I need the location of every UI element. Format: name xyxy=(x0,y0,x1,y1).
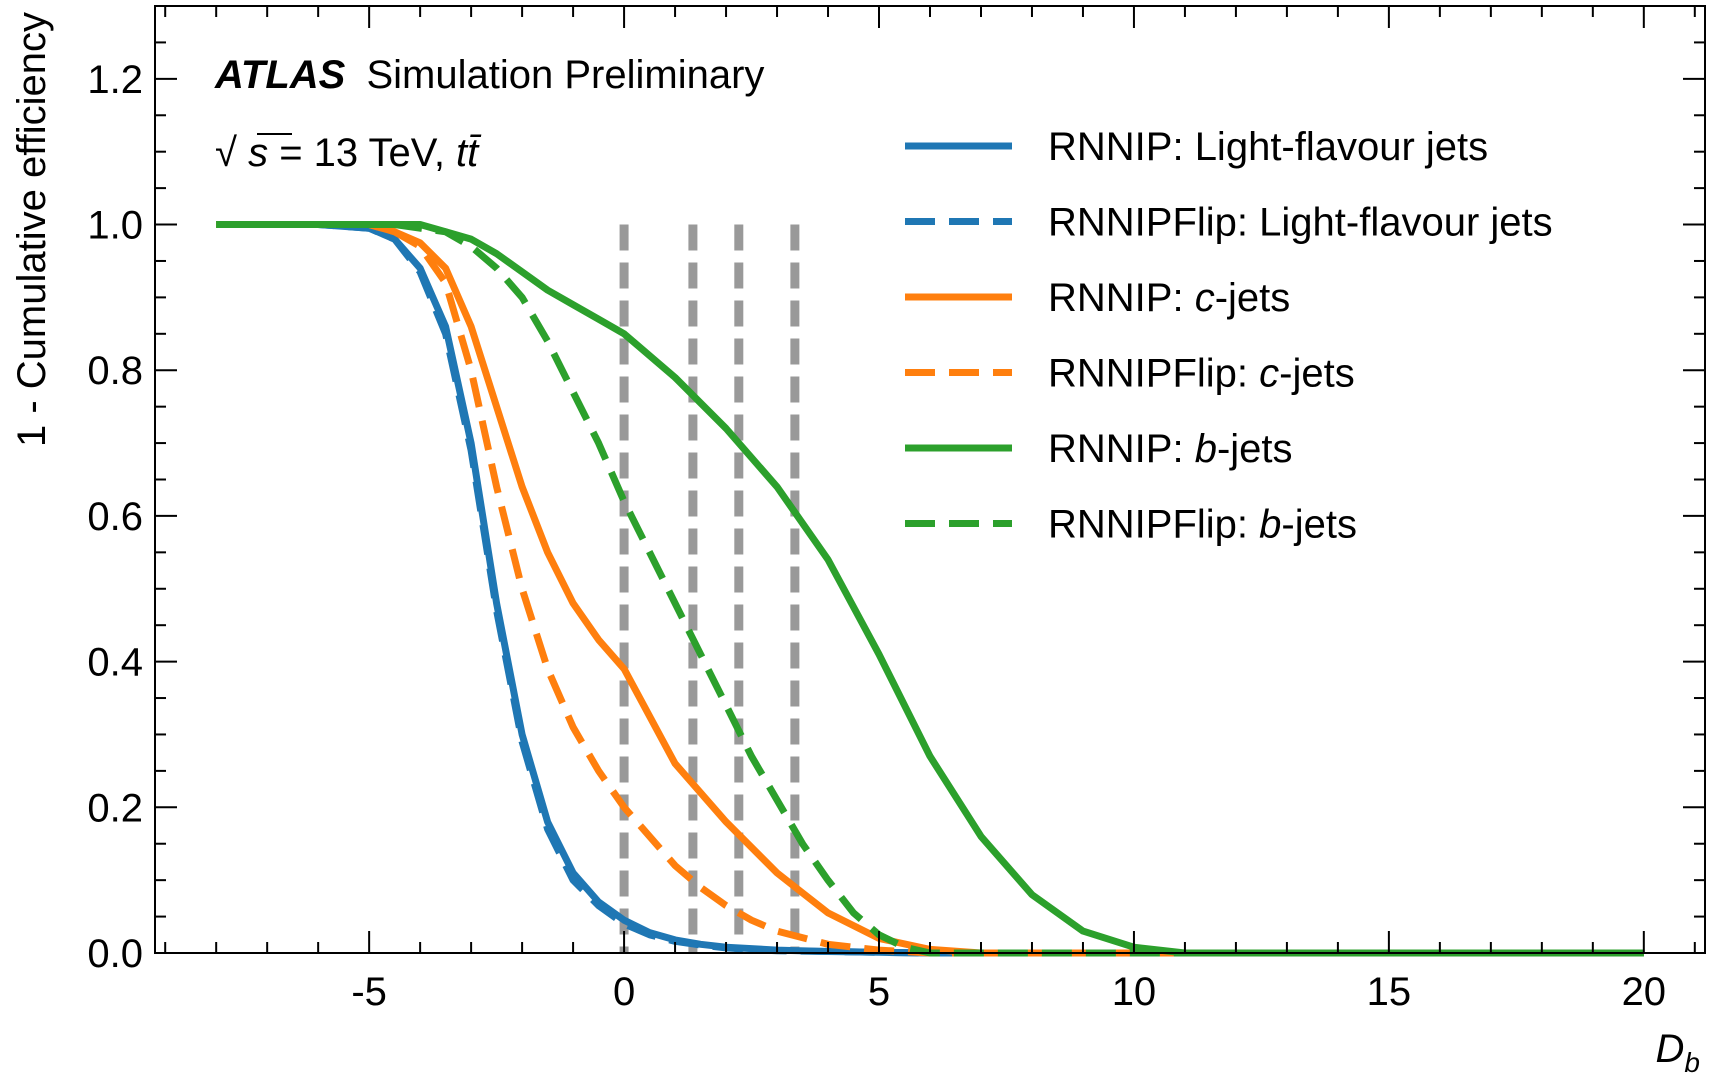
y-tick-label: 0.4 xyxy=(87,641,143,685)
legend-entry-main: c xyxy=(1259,352,1279,396)
y-tick-label: 1.0 xyxy=(87,204,143,248)
y-axis-label: 1 - Cumulative efficiency xyxy=(10,12,54,447)
legend-entry-4: RNNIP: b-jets xyxy=(1048,427,1293,471)
legend-entry-main: b xyxy=(1259,503,1281,547)
legend-entry-suffix: -jets xyxy=(1279,352,1355,396)
legend-entry-0: RNNIP: Light-flavour jets xyxy=(1048,125,1488,169)
x-tick-label: 10 xyxy=(1112,970,1157,1014)
axis-ticks: -5 0 5 10 15 20 0.0 0.2 0.4 0.6 0.8 1.0 1.2 xyxy=(87,6,1705,1014)
x-tick-label: 5 xyxy=(868,970,890,1014)
energy-value: = 13 TeV, xyxy=(279,131,456,175)
legend-entry-5: RNNIPFlip: b-jets xyxy=(1048,503,1357,547)
legend-entry-main: Light-flavour jets xyxy=(1259,201,1552,245)
legend-entry-prefix: RNNIP: xyxy=(1048,276,1195,320)
legend-entry-prefix: RNNIPFlip: xyxy=(1048,352,1259,396)
y-tick-label: 0.6 xyxy=(87,495,143,539)
series-line-2 xyxy=(216,221,1644,957)
experiment-labels: ATLAS Simulation Preliminary √ s = 13 Te… xyxy=(214,53,764,175)
legend-entry-1: RNNIPFlip: Light-flavour jets xyxy=(1048,201,1553,245)
atlas-experiment-label: ATLAS xyxy=(214,53,346,97)
legend-entry-main: b xyxy=(1195,427,1217,471)
legend-entry-2: RNNIP: c-jets xyxy=(1048,276,1290,320)
legend-entry-suffix: -jets xyxy=(1281,503,1357,547)
sqrt-symbol: √ xyxy=(215,131,237,175)
x-tick-label: 20 xyxy=(1622,970,1667,1014)
vertical-markers xyxy=(619,224,800,953)
legend-entry-suffix: -jets xyxy=(1215,276,1291,320)
legend-entry-3: RNNIPFlip: c-jets xyxy=(1048,352,1355,396)
process-label: tt̄ xyxy=(456,131,482,175)
x-axis-label: Db xyxy=(1656,1027,1700,1078)
y-tick-label: 1.2 xyxy=(87,58,143,102)
legend-entry-prefix: RNNIP: xyxy=(1048,125,1195,169)
x-axis-label-sub: b xyxy=(1684,1047,1700,1078)
series-line-4 xyxy=(216,221,1644,957)
y-tick-label: 0.8 xyxy=(87,349,143,393)
series-line-3 xyxy=(216,221,1644,957)
legend-entry-prefix: RNNIPFlip: xyxy=(1048,201,1259,245)
atlas-label: ATLAS Simulation Preliminary xyxy=(214,53,764,97)
x-axis-label-main: D xyxy=(1656,1027,1685,1071)
legend-entry-prefix: RNNIPFlip: xyxy=(1048,503,1259,547)
x-tick-label: 15 xyxy=(1367,970,1412,1014)
y-tick-label: 0.2 xyxy=(87,786,143,830)
x-tick-label: -5 xyxy=(351,970,387,1014)
x-tick-label: 0 xyxy=(613,970,635,1014)
legend-entry-main: c xyxy=(1195,276,1215,320)
series-line-5 xyxy=(216,221,1644,957)
legend-entry-suffix: -jets xyxy=(1217,427,1293,471)
energy-label: √ s = 13 TeV, tt̄ xyxy=(215,131,482,175)
legend-entry-prefix: RNNIP: xyxy=(1048,427,1195,471)
sqrt-s: s xyxy=(248,131,268,175)
atlas-status-label: Simulation Preliminary xyxy=(366,53,764,97)
series-line-1 xyxy=(216,221,1644,957)
y-tick-label: 0.0 xyxy=(87,932,143,976)
legend-entry-main: Light-flavour jets xyxy=(1195,125,1488,169)
series-lines xyxy=(216,221,1644,957)
